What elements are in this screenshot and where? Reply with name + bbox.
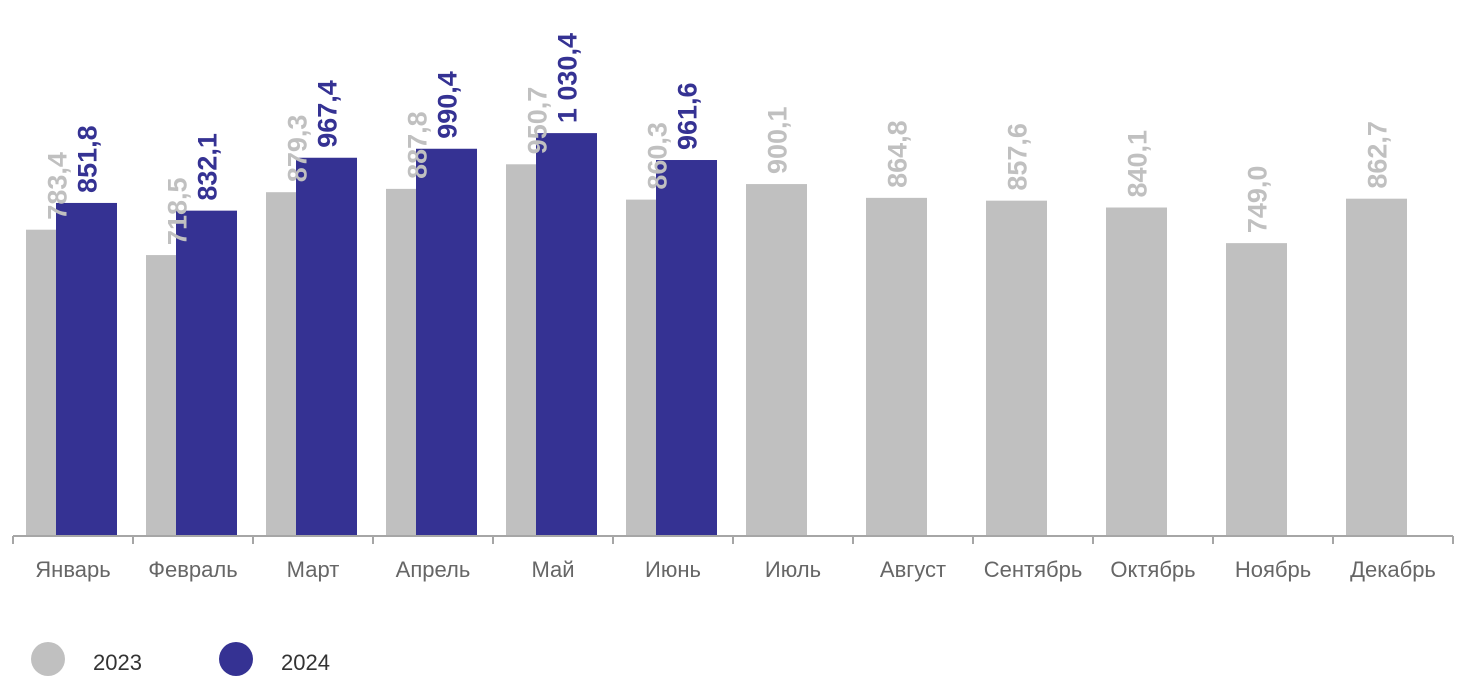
bar-2024-4 xyxy=(416,148,477,536)
legend-marker-2023 xyxy=(31,642,65,676)
bar-2023-10 xyxy=(1106,207,1167,536)
x-tick-label: Июнь xyxy=(645,557,701,582)
data-label-2023-11: 749,0 xyxy=(1243,166,1273,234)
data-label-2023-3: 879,3 xyxy=(283,115,313,183)
data-label-2023-5: 950,7 xyxy=(523,87,553,155)
legend-label-2024: 2024 xyxy=(281,650,330,675)
bar-2023-12 xyxy=(1346,198,1407,536)
data-label-2024-6: 961,6 xyxy=(673,82,703,150)
data-label-2023-12: 862,7 xyxy=(1363,121,1393,189)
x-tick-label: Май xyxy=(531,557,574,582)
bar-2023-11 xyxy=(1226,243,1287,537)
data-label-2024-4: 990,4 xyxy=(433,71,463,139)
data-label-2024-3: 967,4 xyxy=(313,80,343,148)
data-label-2023-2: 718,5 xyxy=(163,177,193,245)
bar-2023-8 xyxy=(866,197,927,536)
x-tick-label: Март xyxy=(287,557,340,582)
legend-label-2023: 2023 xyxy=(93,650,142,675)
bar-2023-9 xyxy=(986,200,1047,536)
x-tick-label: Февраль xyxy=(148,557,237,582)
x-tick-label: Сентябрь xyxy=(984,557,1083,582)
data-label-2023-6: 860,3 xyxy=(643,122,673,190)
bar-2024-1 xyxy=(56,202,117,536)
data-label-2023-7: 900,1 xyxy=(763,106,793,174)
bar-2023-7 xyxy=(746,184,807,536)
x-tick-label: Июль xyxy=(765,557,821,582)
x-tick-label: Август xyxy=(880,557,946,582)
x-tick-label: Ноябрь xyxy=(1235,557,1311,582)
bar-2024-6 xyxy=(656,160,717,536)
x-tick-label: Апрель xyxy=(396,557,471,582)
bar-2024-2 xyxy=(176,210,237,536)
x-axis: Январь Февраль Март Апрель Май Июнь Июль Август… xyxy=(12,535,1454,582)
data-label-2023-10: 840,1 xyxy=(1123,130,1153,198)
bar-2024-3 xyxy=(296,157,357,537)
data-label-2023-4: 887,8 xyxy=(403,111,433,179)
x-tick-label: Декабрь xyxy=(1350,557,1436,582)
legend: 2023 2024 xyxy=(31,642,330,676)
data-label-2023-9: 857,6 xyxy=(1003,123,1033,191)
x-tick-label: Октябрь xyxy=(1110,557,1195,582)
data-label-2024-5: 1 030,4 xyxy=(553,33,583,123)
data-label-2023-8: 864,8 xyxy=(883,120,913,188)
bars-group xyxy=(26,133,1407,537)
data-label-2023-1: 783,4 xyxy=(43,152,73,220)
x-tick-label: Январь xyxy=(35,557,110,582)
data-label-2024-1: 851,8 xyxy=(73,125,103,193)
bar-2024-5 xyxy=(536,133,597,537)
legend-marker-2024 xyxy=(219,642,253,676)
data-label-2024-2: 832,1 xyxy=(193,133,223,201)
